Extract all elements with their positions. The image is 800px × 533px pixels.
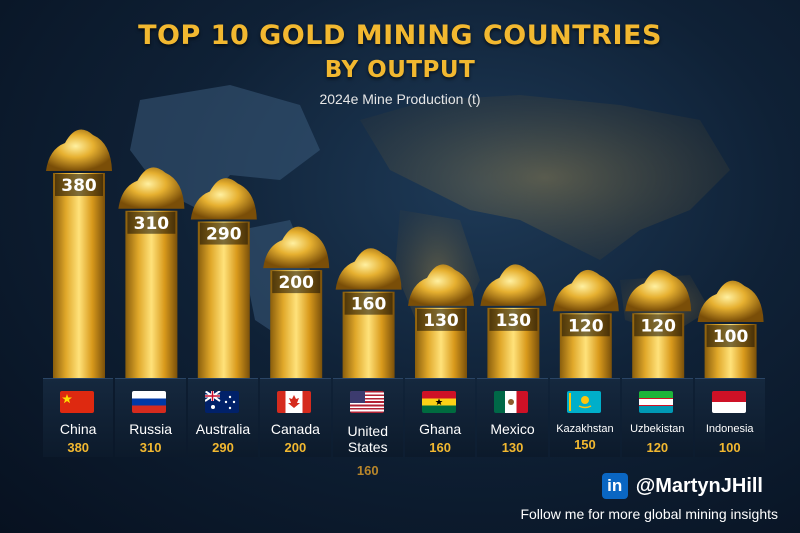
bar-label-bg-russia bbox=[127, 211, 176, 234]
country-value: 310 bbox=[139, 440, 162, 455]
bar-label-kazakhstan: 120 bbox=[568, 316, 604, 336]
country-value: 200 bbox=[284, 440, 307, 455]
bar-label-australia: 290 bbox=[206, 225, 242, 245]
country-card-australia: Australia 290 bbox=[187, 378, 259, 457]
country-name: Russia bbox=[129, 421, 172, 437]
gold-nugget-china bbox=[46, 129, 112, 171]
bar-label-bg-kazakhstan bbox=[561, 314, 610, 337]
bar-label-bg-australia bbox=[199, 222, 248, 245]
bar-label-bg-mexico bbox=[489, 308, 538, 331]
country-card-indonesia: Indonesia 100 bbox=[694, 378, 765, 457]
country-value: 160 bbox=[429, 440, 451, 455]
bar-label-bg-uzbekistan bbox=[634, 314, 683, 337]
indonesia-flag-icon bbox=[711, 391, 746, 413]
gold-nugget-indonesia bbox=[697, 280, 764, 323]
bar-russia bbox=[125, 210, 178, 378]
gold-nugget-mexico bbox=[480, 264, 547, 306]
country-name: Indonesia bbox=[705, 423, 754, 435]
country-card-ghana: Ghana 160 bbox=[404, 378, 476, 457]
bar-label-united-states: 160 bbox=[351, 295, 387, 315]
linkedin-handle[interactable]: in @MartynJHill bbox=[601, 473, 763, 499]
country-value: 160 bbox=[356, 463, 379, 478]
country-card-mexico: Mexico 130 bbox=[477, 378, 548, 457]
country-value: 150 bbox=[574, 437, 596, 452]
bar-label-bg-ghana bbox=[417, 308, 465, 331]
country-cards: China 380 Russia 310 Australia 290 Canad… bbox=[43, 378, 765, 478]
usa-flag-icon bbox=[349, 391, 384, 413]
country-name: Kazakhstan bbox=[556, 423, 614, 435]
country-value: 100 bbox=[718, 440, 741, 455]
world-map-background bbox=[130, 85, 730, 340]
country-name: Mexico bbox=[490, 421, 535, 437]
gold-nugget-ghana bbox=[408, 264, 474, 306]
footer-note: Follow me for more global mining insight… bbox=[520, 506, 778, 522]
kazakhstan-flag-icon bbox=[566, 391, 601, 413]
bar-label-ghana: 130 bbox=[423, 311, 459, 331]
bar-china bbox=[53, 173, 105, 378]
canada-flag-icon bbox=[277, 391, 312, 413]
bar-label-bg-united-states bbox=[344, 292, 393, 315]
country-name: Australia bbox=[195, 421, 251, 437]
country-name: China bbox=[59, 421, 97, 437]
country-card-russia: Russia 310 bbox=[115, 378, 186, 457]
bar-label-russia: 310 bbox=[134, 214, 170, 234]
country-card-kazakhstan: Kazakhstan 150 bbox=[549, 378, 621, 457]
country-name: Uzbekistan bbox=[630, 423, 685, 435]
bar-label-bg-indonesia bbox=[706, 325, 755, 348]
country-card-united-states: United States 160 bbox=[332, 378, 403, 478]
russia-flag-icon bbox=[132, 391, 167, 413]
gold-nugget-uzbekistan bbox=[625, 269, 692, 312]
australia-flag-icon bbox=[204, 391, 239, 413]
bar-label-china: 380 bbox=[61, 176, 97, 196]
bar-label-bg-china bbox=[55, 174, 103, 196]
bar-label-canada: 200 bbox=[278, 273, 314, 293]
country-name: Ghana bbox=[419, 421, 462, 437]
china-flag-icon bbox=[60, 391, 94, 413]
ghana-flag-icon bbox=[421, 391, 456, 413]
country-card-uzbekistan: Uzbekistan 120 bbox=[622, 378, 693, 457]
country-value: 130 bbox=[501, 440, 524, 455]
country-value: 290 bbox=[212, 440, 234, 455]
country-card-china: China 380 bbox=[43, 378, 114, 457]
country-name: Canada bbox=[270, 421, 320, 437]
country-card-canada: Canada 200 bbox=[260, 378, 331, 457]
chart-subtitle: 2024e Mine Production (t) bbox=[319, 91, 481, 107]
country-value: 120 bbox=[646, 440, 669, 455]
gold-nugget-kazakhstan bbox=[552, 269, 619, 312]
gold-nugget-united-states bbox=[335, 248, 402, 290]
country-value: 380 bbox=[67, 440, 90, 455]
author-handle[interactable]: @MartynJHill bbox=[635, 474, 763, 497]
bar-label-uzbekistan: 120 bbox=[640, 316, 676, 336]
chart-title-line1: TOP 10 GOLD MINING COUNTRIES bbox=[138, 20, 662, 51]
bar-label-bg-canada bbox=[272, 271, 321, 294]
bar-label-mexico: 130 bbox=[496, 311, 532, 331]
chart-title-line2: BY OUTPUT bbox=[324, 57, 476, 83]
gold-nugget-australia bbox=[190, 178, 257, 220]
linkedin-icon: in bbox=[601, 473, 628, 499]
country-name: United States bbox=[347, 423, 388, 455]
gold-nugget-canada bbox=[263, 226, 330, 269]
bar-australia bbox=[197, 221, 250, 378]
mexico-flag-icon bbox=[494, 391, 529, 413]
bar-label-indonesia: 100 bbox=[713, 327, 749, 347]
gold-nugget-russia bbox=[118, 167, 185, 209]
uzbekistan-flag-icon bbox=[639, 391, 674, 413]
